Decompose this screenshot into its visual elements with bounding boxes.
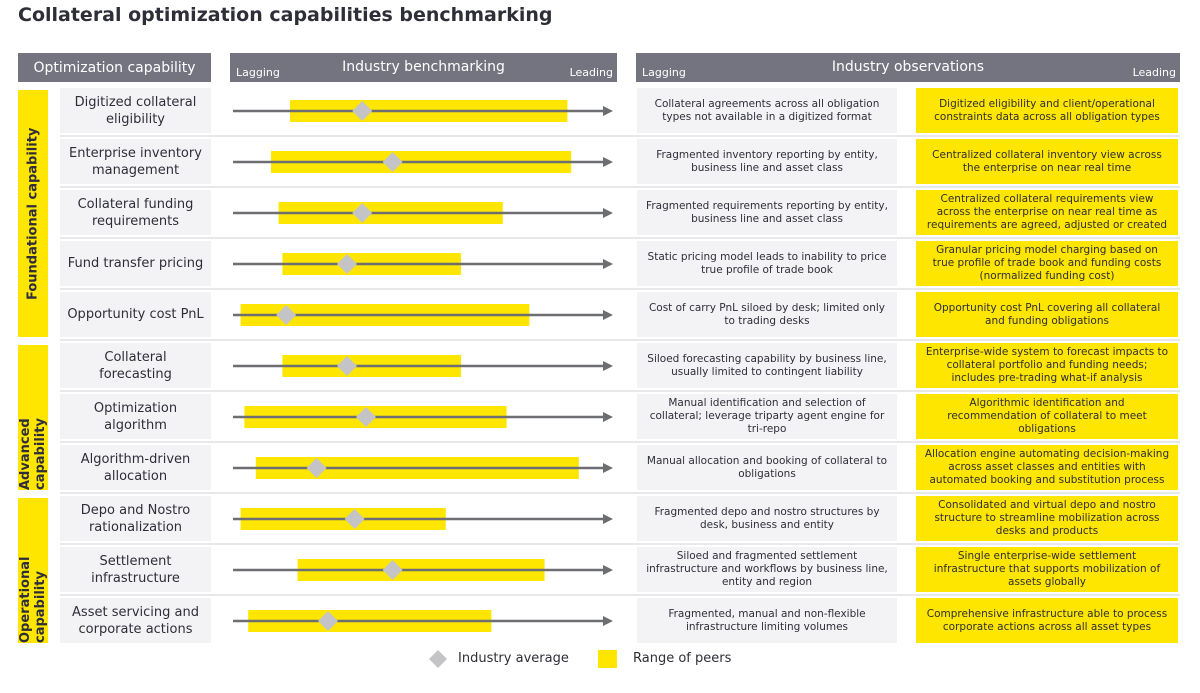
industry-average [337,356,357,376]
industry-average [352,203,373,223]
capability: Fund transfer pricing [60,241,211,286]
industry-average [306,458,327,478]
group-label: Advanced capability [18,345,48,490]
legend-label: Industry average [458,651,569,666]
industry-average [337,254,357,274]
group-label: Operational capability [18,498,48,643]
arrow-head [603,259,613,269]
observation-leading: Enterprise-wide system to forecast impac… [916,343,1178,388]
capability: Settlement infrastructure [60,547,211,592]
capability: Asset servicing and corporate actions [60,598,211,643]
arrow-head [603,565,613,575]
title: Collateral optimization capabilities ben… [18,4,553,26]
group-label: Foundational capability [18,90,48,337]
high-label: Leading [1132,66,1176,79]
header-benchmarking: Industry benchmarking [342,59,505,75]
observation-leading: Centralized collateral inventory view ac… [916,139,1178,184]
observation-lagging: Siloed and fragmented settlement infrast… [637,547,897,592]
observation-leading: Allocation engine automating decision-ma… [916,445,1178,490]
observation-lagging: Collateral agreements across all obligat… [637,88,897,133]
observation-lagging: Siloed forecasting capability by busines… [637,343,897,388]
capability: Opportunity cost PnL [60,292,211,337]
arrow-head [603,463,613,473]
arrow-head [603,514,613,524]
observation-leading: Opportunity cost PnL covering all collat… [916,292,1178,337]
legend-label: Range of peers [633,651,732,666]
observation-leading: Comprehensive infrastructure able to pro… [916,598,1178,643]
observation-leading: Centralized collateral requirements view… [916,190,1178,235]
arrow-head [603,412,613,422]
arrow-head [603,310,613,320]
industry-average [318,611,338,631]
observation-leading: Granular pricing model charging based on… [916,241,1178,286]
header-observations: Industry observations [831,59,985,75]
capability: Enterprise inventory management [60,139,211,184]
low-label: Lagging [642,66,686,79]
arrow-head [603,361,613,371]
high-label: Leading [569,66,613,79]
industry-average [352,101,373,121]
capability: Collateral funding requirements [60,190,211,235]
observation-leading: Consolidated and virtual depo and nostro… [916,496,1178,541]
legend-marker [429,650,447,668]
observation-lagging: Fragmented inventory reporting by entity… [637,139,897,184]
industry-average [382,560,403,580]
observation-leading: Algorithmic identification and recommend… [916,394,1178,439]
arrow-head [603,208,613,218]
header-benchmarking-box: Lagging Industry benchmarking Leading [230,53,617,82]
arrow-head [603,157,613,167]
industry-average [276,305,297,325]
capability: Digitized collateral eligibility [60,88,211,133]
capability: Collateral forecasting [60,343,211,388]
legend-marker [598,650,617,668]
observation-lagging: Manual allocation and booking of collate… [637,445,897,490]
industry-average [382,152,403,172]
observation-lagging: Fragmented depo and nostro structures by… [637,496,897,541]
header-capability: Optimization capability [18,53,211,82]
industry-average [344,509,365,529]
observation-lagging: Fragmented requirements reporting by ent… [637,190,897,235]
observation-leading: Single enterprise-wide settlement infras… [916,547,1178,592]
capability: Depo and Nostro rationalization [60,496,211,541]
header-observations-box: Lagging Industry observations Leading [636,53,1180,82]
industry-average [356,407,376,427]
observation-lagging: Cost of carry PnL siloed by desk; limite… [637,292,897,337]
arrow-head [603,106,613,116]
observation-lagging: Manual identification and selection of c… [637,394,897,439]
observation-lagging: Static pricing model leads to inability … [637,241,897,286]
arrow-head [603,616,613,626]
capability: Optimization algorithm [60,394,211,439]
observation-lagging: Fragmented, manual and non-flexible infr… [637,598,897,643]
low-label: Lagging [236,66,280,79]
capability: Algorithm-driven allocation [60,445,211,490]
observation-leading: Digitized eligibility and client/operati… [916,88,1178,133]
